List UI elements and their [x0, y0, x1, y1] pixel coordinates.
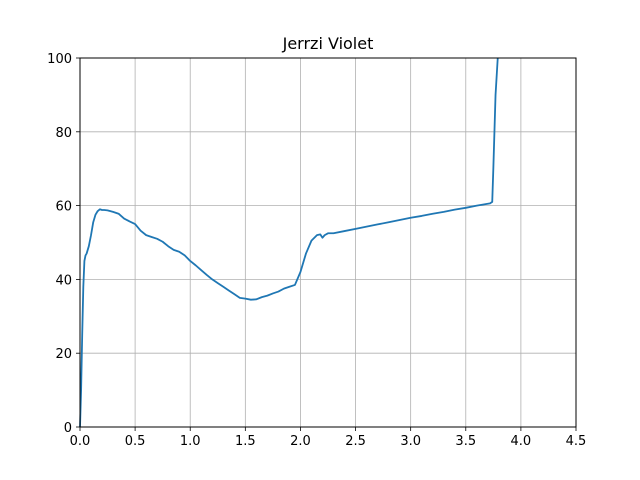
chart-title: Jerrzi Violet [282, 34, 374, 53]
axis-ticks: 0.0 0.5 1.0 1.5 2.0 2.5 3.0 3.5 4.0 4.5 0 20 40 60 80 1… [47, 52, 586, 449]
x-tick-label: 2.0 [290, 434, 311, 449]
y-tick-label: 40 [55, 273, 72, 288]
series-layer [79, 57, 499, 428]
x-tick-label: 3.0 [400, 434, 421, 449]
y-tick-label: 0 [64, 421, 72, 436]
x-tick-label: 2.5 [345, 434, 366, 449]
x-tick-label: 0.5 [125, 434, 146, 449]
x-tick-label: 0.0 [70, 434, 91, 449]
x-tick-label: 3.5 [455, 434, 476, 449]
y-tick-label: 100 [47, 52, 72, 67]
x-tick-label: 4.5 [566, 434, 587, 449]
y-tick-label: 60 [55, 200, 72, 215]
x-tick-label: 1.5 [235, 434, 256, 449]
plot-area-frame [79, 57, 577, 428]
y-tick-label: 80 [55, 126, 72, 141]
series-line [79, 57, 499, 428]
x-tick-label: 1.0 [180, 434, 201, 449]
x-tick-label: 4.0 [511, 434, 532, 449]
y-tick-label: 20 [55, 347, 72, 362]
